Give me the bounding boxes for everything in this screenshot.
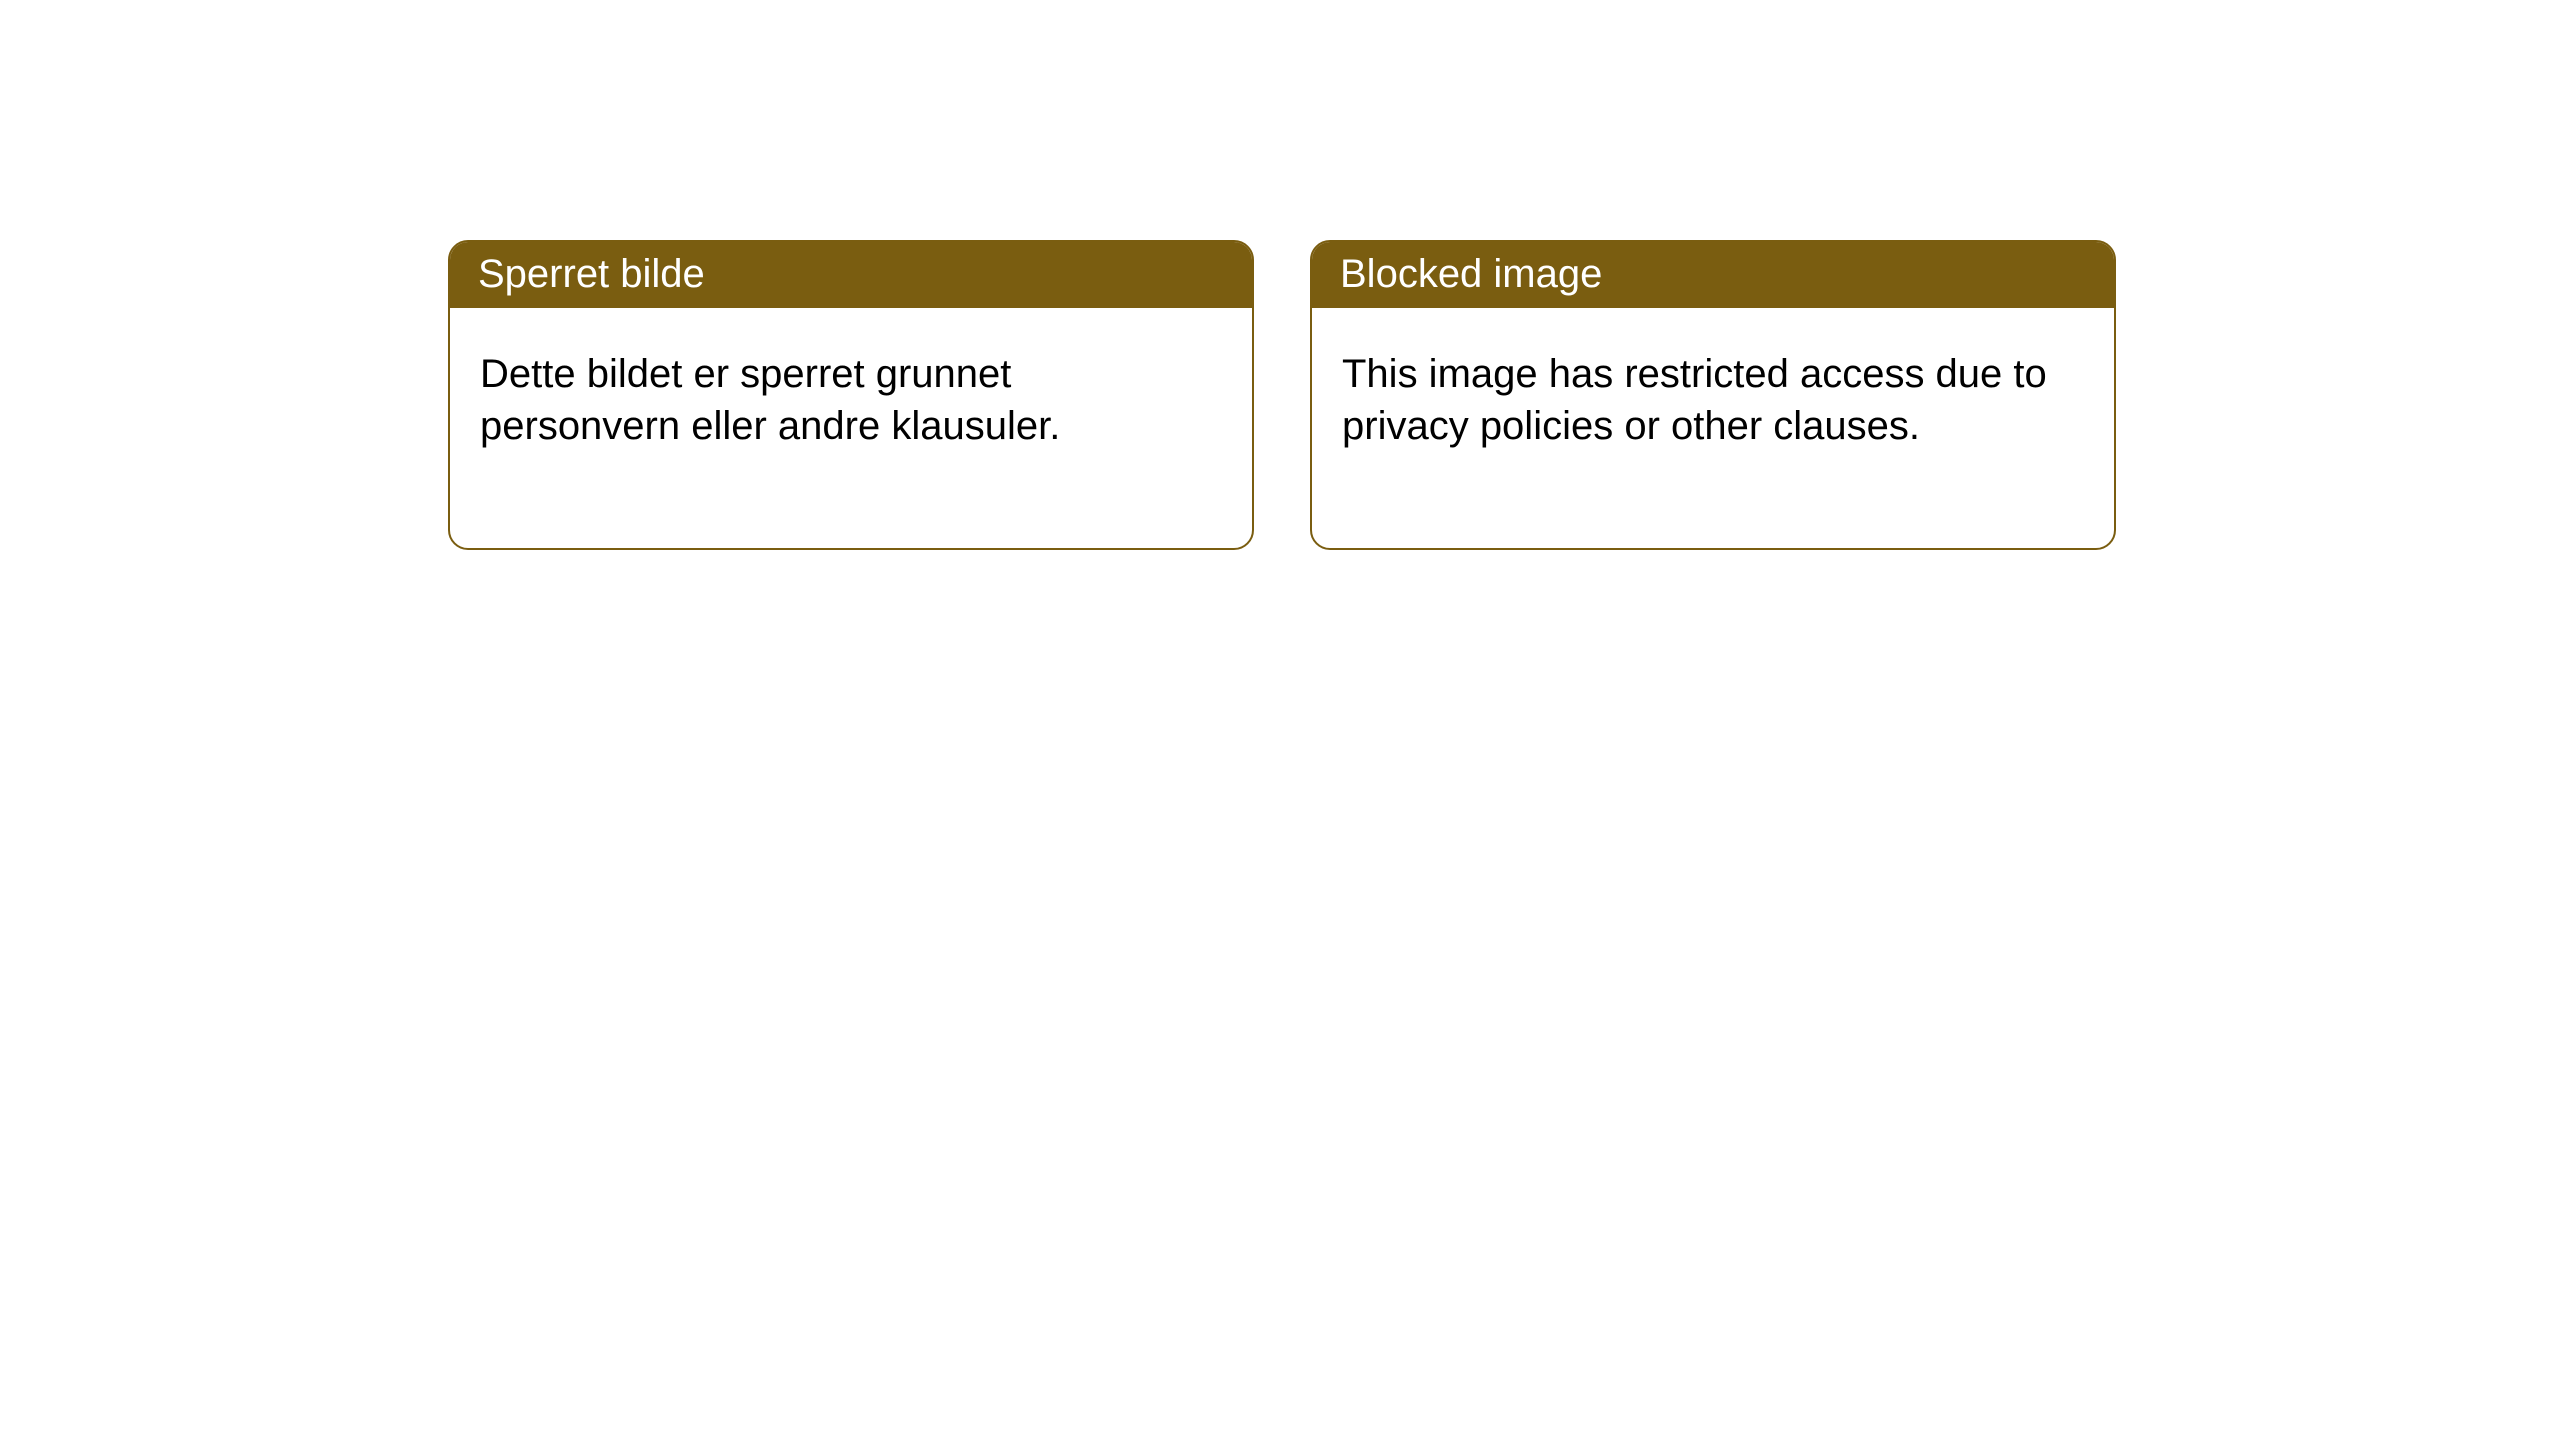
- notice-container: Sperret bilde Dette bildet er sperret gr…: [0, 0, 2560, 550]
- card-body-norwegian: Dette bildet er sperret grunnet personve…: [450, 308, 1252, 548]
- card-header-norwegian: Sperret bilde: [450, 242, 1252, 308]
- card-header-english: Blocked image: [1312, 242, 2114, 308]
- card-body-english: This image has restricted access due to …: [1312, 308, 2114, 548]
- blocked-image-card-norwegian: Sperret bilde Dette bildet er sperret gr…: [448, 240, 1254, 550]
- blocked-image-card-english: Blocked image This image has restricted …: [1310, 240, 2116, 550]
